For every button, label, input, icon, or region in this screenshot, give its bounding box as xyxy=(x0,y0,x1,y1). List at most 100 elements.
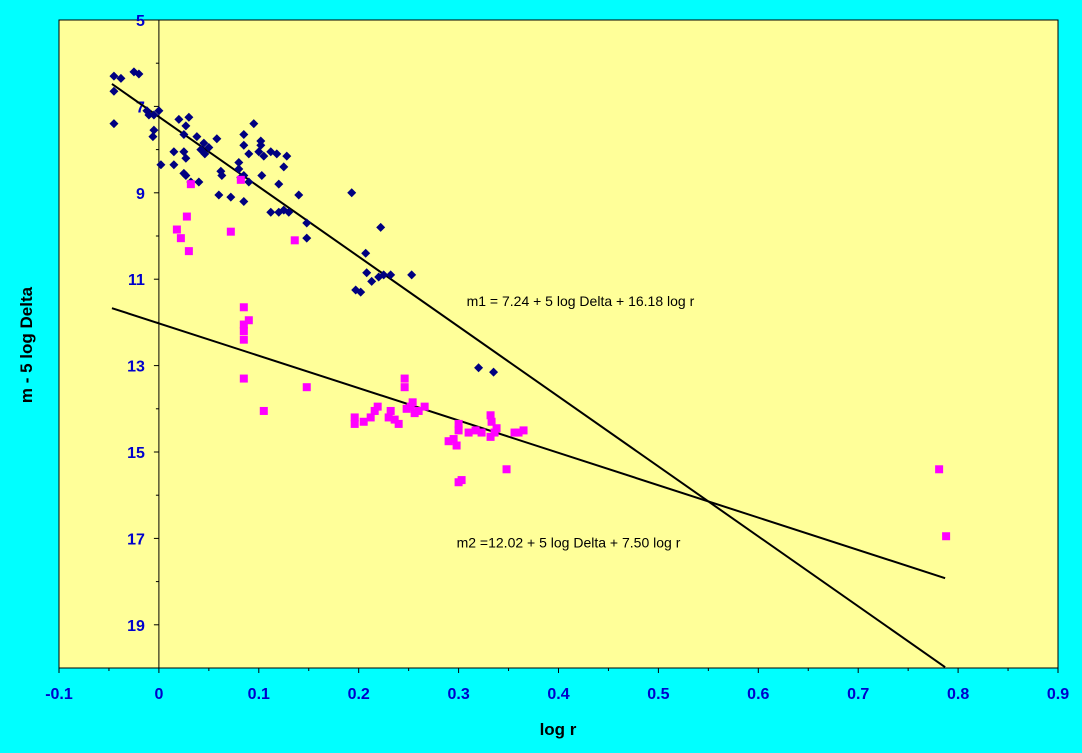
diamond-point xyxy=(249,119,259,129)
square-point xyxy=(452,441,461,450)
x-tick-label: 0 xyxy=(154,686,163,703)
square-point xyxy=(400,374,409,383)
square-point xyxy=(514,428,523,437)
equation-label-2: m2 =12.02 + 5 log Delta + 7.50 log r xyxy=(457,535,681,551)
diamond-point xyxy=(116,73,126,83)
diamond-point xyxy=(234,158,244,168)
x-tick-label: -0.1 xyxy=(45,686,73,703)
diamond-point xyxy=(169,147,179,157)
square-point xyxy=(186,180,195,189)
diamond-point xyxy=(184,112,194,122)
diamond-point xyxy=(302,218,312,228)
diamond-point xyxy=(266,207,276,217)
y-tick-label: 5 xyxy=(136,13,145,30)
y-tick-label: 13 xyxy=(127,359,145,376)
diamond-point xyxy=(489,367,499,377)
square-point xyxy=(471,426,480,435)
diamond-point xyxy=(279,162,289,172)
diamond-point xyxy=(474,363,484,373)
diamond-point xyxy=(194,177,204,187)
diamond-point xyxy=(274,179,284,189)
diamond-point xyxy=(294,190,304,200)
y-tick-label: 11 xyxy=(128,272,145,289)
diamond-point xyxy=(148,132,158,142)
x-axis-ticks: -0.1 0 0.1 0.2 0.3 0.4 0.5 0.6 0.7 0.8 0.9 xyxy=(45,668,1069,703)
y-tick-label: 7 xyxy=(136,99,145,116)
diamond-point xyxy=(257,171,267,181)
diamond-point xyxy=(379,270,389,280)
diamond-point xyxy=(347,188,357,198)
diamond-point xyxy=(376,222,386,232)
diamond-point xyxy=(239,196,249,206)
square-point xyxy=(502,465,511,474)
square-point xyxy=(449,435,458,444)
diamond-point xyxy=(109,71,119,81)
diamond-point xyxy=(259,151,269,161)
diamond-point xyxy=(239,140,249,150)
y-axis-ticks: 5 7 9 11 13 15 17 19 xyxy=(127,13,159,635)
x-tick-label: 0.7 xyxy=(847,686,869,703)
square-point xyxy=(386,406,395,415)
diamond-point xyxy=(181,171,191,181)
diamond-point xyxy=(217,171,227,181)
square-point xyxy=(464,428,473,437)
square-point xyxy=(519,426,528,435)
diamond-point xyxy=(134,69,144,79)
square-point xyxy=(942,532,951,541)
square-point xyxy=(236,175,245,184)
diamond-point xyxy=(254,147,264,157)
square-point xyxy=(350,419,359,428)
x-tick-label: 0.9 xyxy=(1047,686,1069,703)
square-point xyxy=(384,413,393,422)
diamond-point xyxy=(234,164,244,174)
x-tick-label: 0.8 xyxy=(947,686,969,703)
fit-line-2 xyxy=(111,307,946,580)
square-point xyxy=(182,212,191,221)
diamond-point xyxy=(199,138,209,148)
square-point xyxy=(226,227,235,236)
diamond-point xyxy=(204,142,214,152)
diamond-point xyxy=(149,125,159,135)
diamond-point xyxy=(272,149,282,159)
square-point xyxy=(477,428,486,437)
square-point xyxy=(350,413,359,422)
diamond-point xyxy=(109,86,119,96)
x-tick-label: 0.1 xyxy=(248,686,270,703)
diamond-point xyxy=(174,114,184,124)
square-point xyxy=(239,320,248,329)
diamond-point xyxy=(154,106,164,116)
diamond-point xyxy=(362,268,372,278)
square-point xyxy=(490,428,499,437)
square-point xyxy=(373,402,382,411)
square-point xyxy=(366,413,375,422)
square-point xyxy=(486,432,495,441)
diamond-point xyxy=(367,276,377,286)
square-point xyxy=(239,303,248,312)
y-tick-label: 9 xyxy=(136,186,145,203)
square-point xyxy=(408,398,417,407)
x-tick-label: 0.4 xyxy=(547,686,569,703)
y-tick-label: 15 xyxy=(127,445,145,462)
square-point xyxy=(492,424,501,433)
diamond-point xyxy=(244,149,254,159)
diamond-point xyxy=(356,287,366,297)
square-point xyxy=(390,415,399,424)
annotations: m1 = 7.24 + 5 log Delta + 16.18 log r m2 … xyxy=(457,293,695,551)
square-point xyxy=(454,426,463,435)
diamond-point xyxy=(200,149,210,159)
square-point xyxy=(239,327,248,336)
square-point xyxy=(420,402,429,411)
diamond-point xyxy=(181,153,191,163)
square-point xyxy=(239,335,248,344)
square-point xyxy=(244,316,253,325)
diamond-point xyxy=(212,134,222,144)
diamond-point xyxy=(302,233,312,243)
square-point xyxy=(414,406,423,415)
x-tick-label: 0.6 xyxy=(747,686,769,703)
square-point xyxy=(487,417,496,426)
diamond-point xyxy=(407,270,417,280)
x-axis-title: log r xyxy=(540,720,577,739)
square-point xyxy=(406,402,415,411)
square-point xyxy=(457,476,466,485)
